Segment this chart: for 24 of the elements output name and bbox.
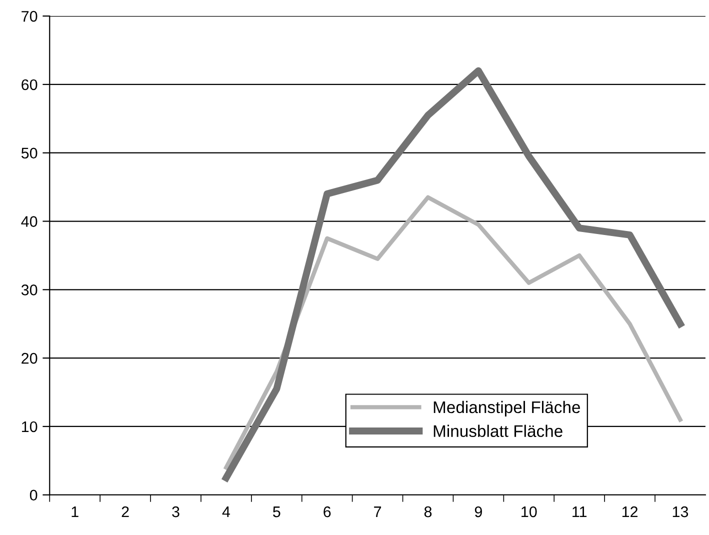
x-tick-label: 4 <box>222 506 230 518</box>
legend-label: Medianstipel Fläche <box>434 400 580 416</box>
legend-label: Minusblatt Fläche <box>434 424 562 438</box>
y-tick-label: 50 <box>21 148 38 159</box>
y-tick-label: 20 <box>22 352 38 364</box>
y-tick-label: 40 <box>21 216 38 227</box>
x-tick-label: 12 <box>622 506 638 518</box>
y-tick-label: 0 <box>30 490 38 501</box>
x-tick-label: 11 <box>572 506 587 518</box>
x-tick-label: 8 <box>424 506 432 518</box>
x-tick-label: 10 <box>522 506 537 518</box>
x-tick-label: 7 <box>374 506 382 518</box>
y-tick-label: 10 <box>22 421 38 432</box>
x-tick-label: 1 <box>72 506 78 518</box>
y-tick-label: 60 <box>22 79 38 90</box>
y-tick-label: 30 <box>21 284 38 296</box>
line-series <box>224 195 682 470</box>
x-tick-label: 9 <box>474 506 482 518</box>
x-tick-label: 3 <box>172 506 180 518</box>
x-tick-label: 6 <box>324 506 331 518</box>
x-tick-label: 2 <box>122 506 129 518</box>
y-tick-label: 70 <box>22 10 38 22</box>
x-tick-label: 5 <box>273 506 280 518</box>
x-tick-label: 13 <box>672 506 688 518</box>
